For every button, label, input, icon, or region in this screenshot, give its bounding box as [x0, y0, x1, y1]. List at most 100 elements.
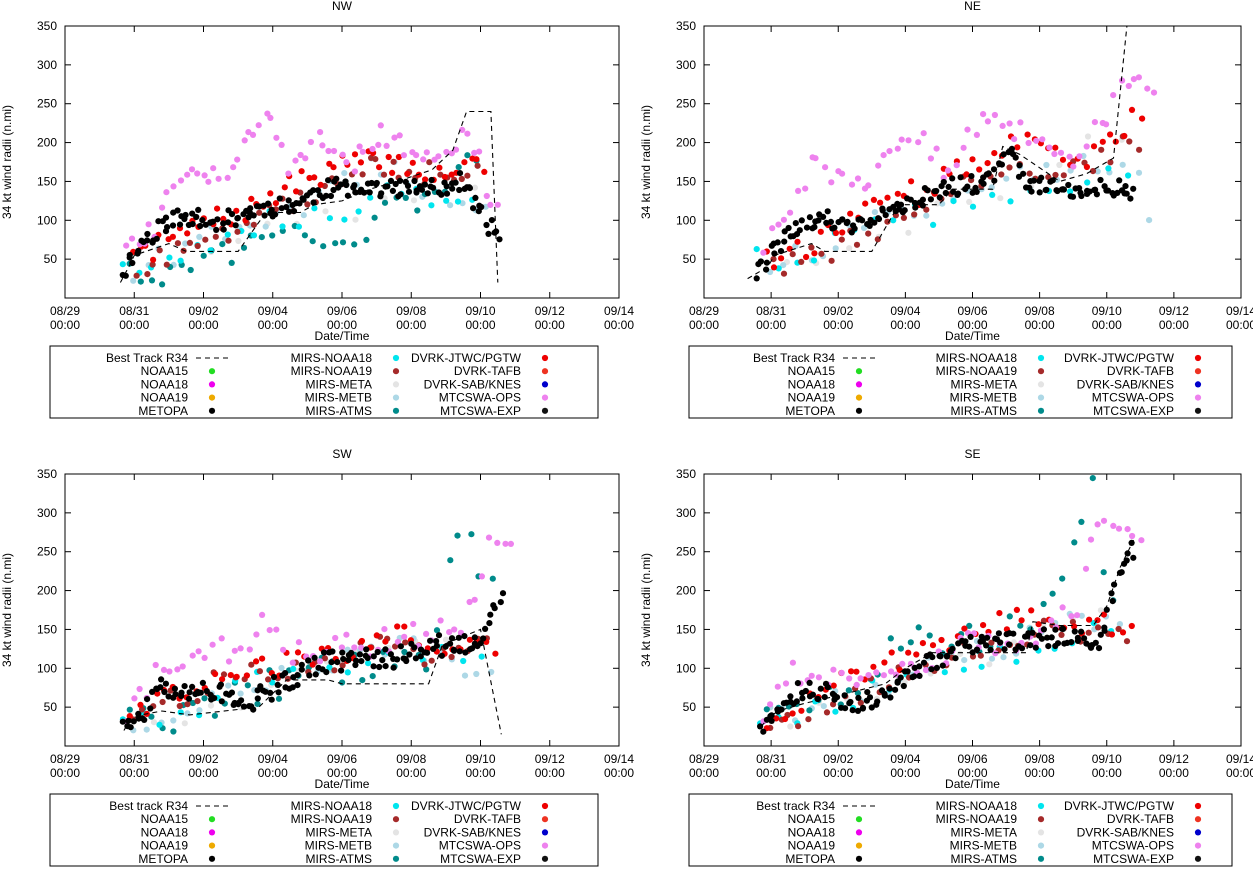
point-mtcswa-ops: [209, 641, 216, 648]
point-mtcswa-ops: [815, 674, 823, 681]
x-tick-label: 09/10 00:00: [465, 304, 495, 332]
point-mtcswa-ops: [123, 242, 130, 249]
point-mtcswa-ops: [381, 626, 388, 633]
y-tick-label: 350: [676, 467, 696, 481]
legend-marker: [855, 842, 863, 849]
point-metopa: [967, 633, 974, 641]
point-metopa: [491, 605, 498, 612]
y-axis-label: 34 kt wind radii (n.mi): [0, 553, 14, 667]
point-mtcswa-ops: [215, 175, 222, 182]
point-metopa: [442, 643, 449, 650]
point-mtcswa-ops: [907, 660, 915, 667]
point-mtcswa-ops: [420, 156, 427, 163]
legend-label: MTCSWA-EXP: [1093, 852, 1174, 866]
legend-label: NOAA15: [141, 812, 189, 826]
panel-sw: SW 350 300 250 200 150 100 50 34 kt wind radii (…: [0, 447, 634, 867]
point-mtcswa-ops: [828, 179, 835, 186]
point-metopa: [144, 230, 151, 238]
point-dvrk-jtwc-pgtw: [847, 210, 854, 217]
point-mtcswa-ops: [201, 654, 208, 662]
point-mirs-atms: [279, 227, 286, 234]
point-metopa: [450, 646, 457, 654]
point-dvrk-jtwc-pgtw: [1128, 622, 1135, 630]
x-tick-label: 09/10 00:00: [465, 752, 495, 780]
point-mtcswa-ops: [302, 155, 309, 162]
legend-marker: [541, 816, 549, 823]
x-tick-label: 09/04 00:00: [258, 752, 288, 780]
point-metopa: [224, 219, 232, 226]
legend-label: DVRK-TAFB: [1107, 812, 1174, 826]
point-metopa: [394, 656, 401, 663]
y-tick-label: 350: [37, 19, 57, 33]
point-mtcswa-ops: [494, 201, 501, 208]
point-metopa: [193, 213, 200, 221]
y-tick-label: 300: [37, 58, 57, 72]
point-metopa: [298, 661, 305, 668]
legend-label: NOAA19: [141, 839, 189, 853]
point-metopa: [854, 707, 862, 715]
point-mtcswa-ops: [1074, 612, 1081, 619]
point-metopa: [421, 181, 428, 188]
point-metopa: [1097, 631, 1104, 638]
point-metopa: [382, 663, 389, 670]
point-metopa: [387, 651, 394, 658]
point-mtcswa-ops: [396, 132, 403, 139]
point-dvrk-jtwc-pgtw: [298, 168, 305, 175]
y-tick-label: 150: [37, 622, 57, 636]
y-tick-label: 250: [676, 97, 696, 111]
y-tick-label: 300: [676, 58, 696, 72]
y-axis-label: 34 kt wind radii (n.mi): [639, 105, 653, 219]
point-mirs-noaa19: [392, 643, 399, 650]
point-mirs-metb: [1000, 654, 1007, 661]
point-mirs-noaa19: [194, 698, 201, 705]
chart-title: SE: [964, 447, 980, 461]
point-dvrk-jtwc-pgtw: [395, 153, 402, 161]
chart-title: SW: [332, 447, 352, 461]
point-metopa: [1123, 190, 1130, 197]
point-metopa: [1006, 641, 1013, 648]
point-mtcswa-ops: [273, 134, 280, 141]
point-dvrk-jtwc-pgtw: [961, 625, 968, 632]
point-metopa: [294, 682, 301, 689]
point-mirs-noaa19: [234, 228, 241, 235]
point-mirs-noaa19: [464, 172, 471, 179]
point-mtcswa-ops: [339, 151, 346, 158]
point-dvrk-jtwc-pgtw: [786, 245, 793, 252]
legend-label: MTCSWA-EXP: [440, 852, 521, 866]
point-metopa: [195, 206, 202, 213]
point-metopa: [985, 170, 992, 177]
point-mirs-noaa18: [989, 191, 996, 198]
y-tick-label: 100: [37, 661, 57, 675]
point-mtcswa-ops: [485, 534, 493, 541]
point-mirs-metb: [300, 212, 307, 219]
point-mirs-atms: [1089, 475, 1096, 482]
point-metopa: [978, 633, 985, 640]
point-metopa: [323, 192, 330, 199]
point-metopa: [197, 222, 204, 230]
point-mirs-metb: [1116, 621, 1123, 628]
point-metopa: [1093, 191, 1100, 198]
legend-label: MIRS-ATMS: [951, 852, 1017, 866]
legend-label: DVRK-TAFB: [454, 812, 521, 826]
point-metopa: [433, 642, 440, 649]
point-mirs-atms: [402, 194, 409, 201]
point-mirs-noaa18: [326, 215, 333, 222]
point-dvrk-jtwc-pgtw: [394, 623, 401, 630]
point-mirs-metb: [871, 209, 879, 216]
legend-label: DVRK-SAB/KNES: [1077, 377, 1174, 391]
legend-marker: [541, 855, 549, 862]
point-metopa: [933, 187, 940, 195]
best-track-line: [760, 539, 1135, 727]
x-tick-label: 09/06 00:00: [957, 752, 987, 780]
point-metopa: [824, 684, 832, 691]
point-dvrk-jtwc-pgtw: [870, 663, 877, 670]
point-mtcswa-ops: [451, 626, 458, 633]
point-mtcswa-ops: [435, 153, 442, 160]
y-tick-label: 100: [676, 661, 696, 675]
point-metopa: [792, 220, 799, 227]
point-metopa: [353, 657, 360, 664]
point-mirs-noaa19: [998, 171, 1005, 178]
point-mirs-noaa19: [304, 201, 311, 208]
point-mtcswa-ops: [225, 658, 233, 665]
